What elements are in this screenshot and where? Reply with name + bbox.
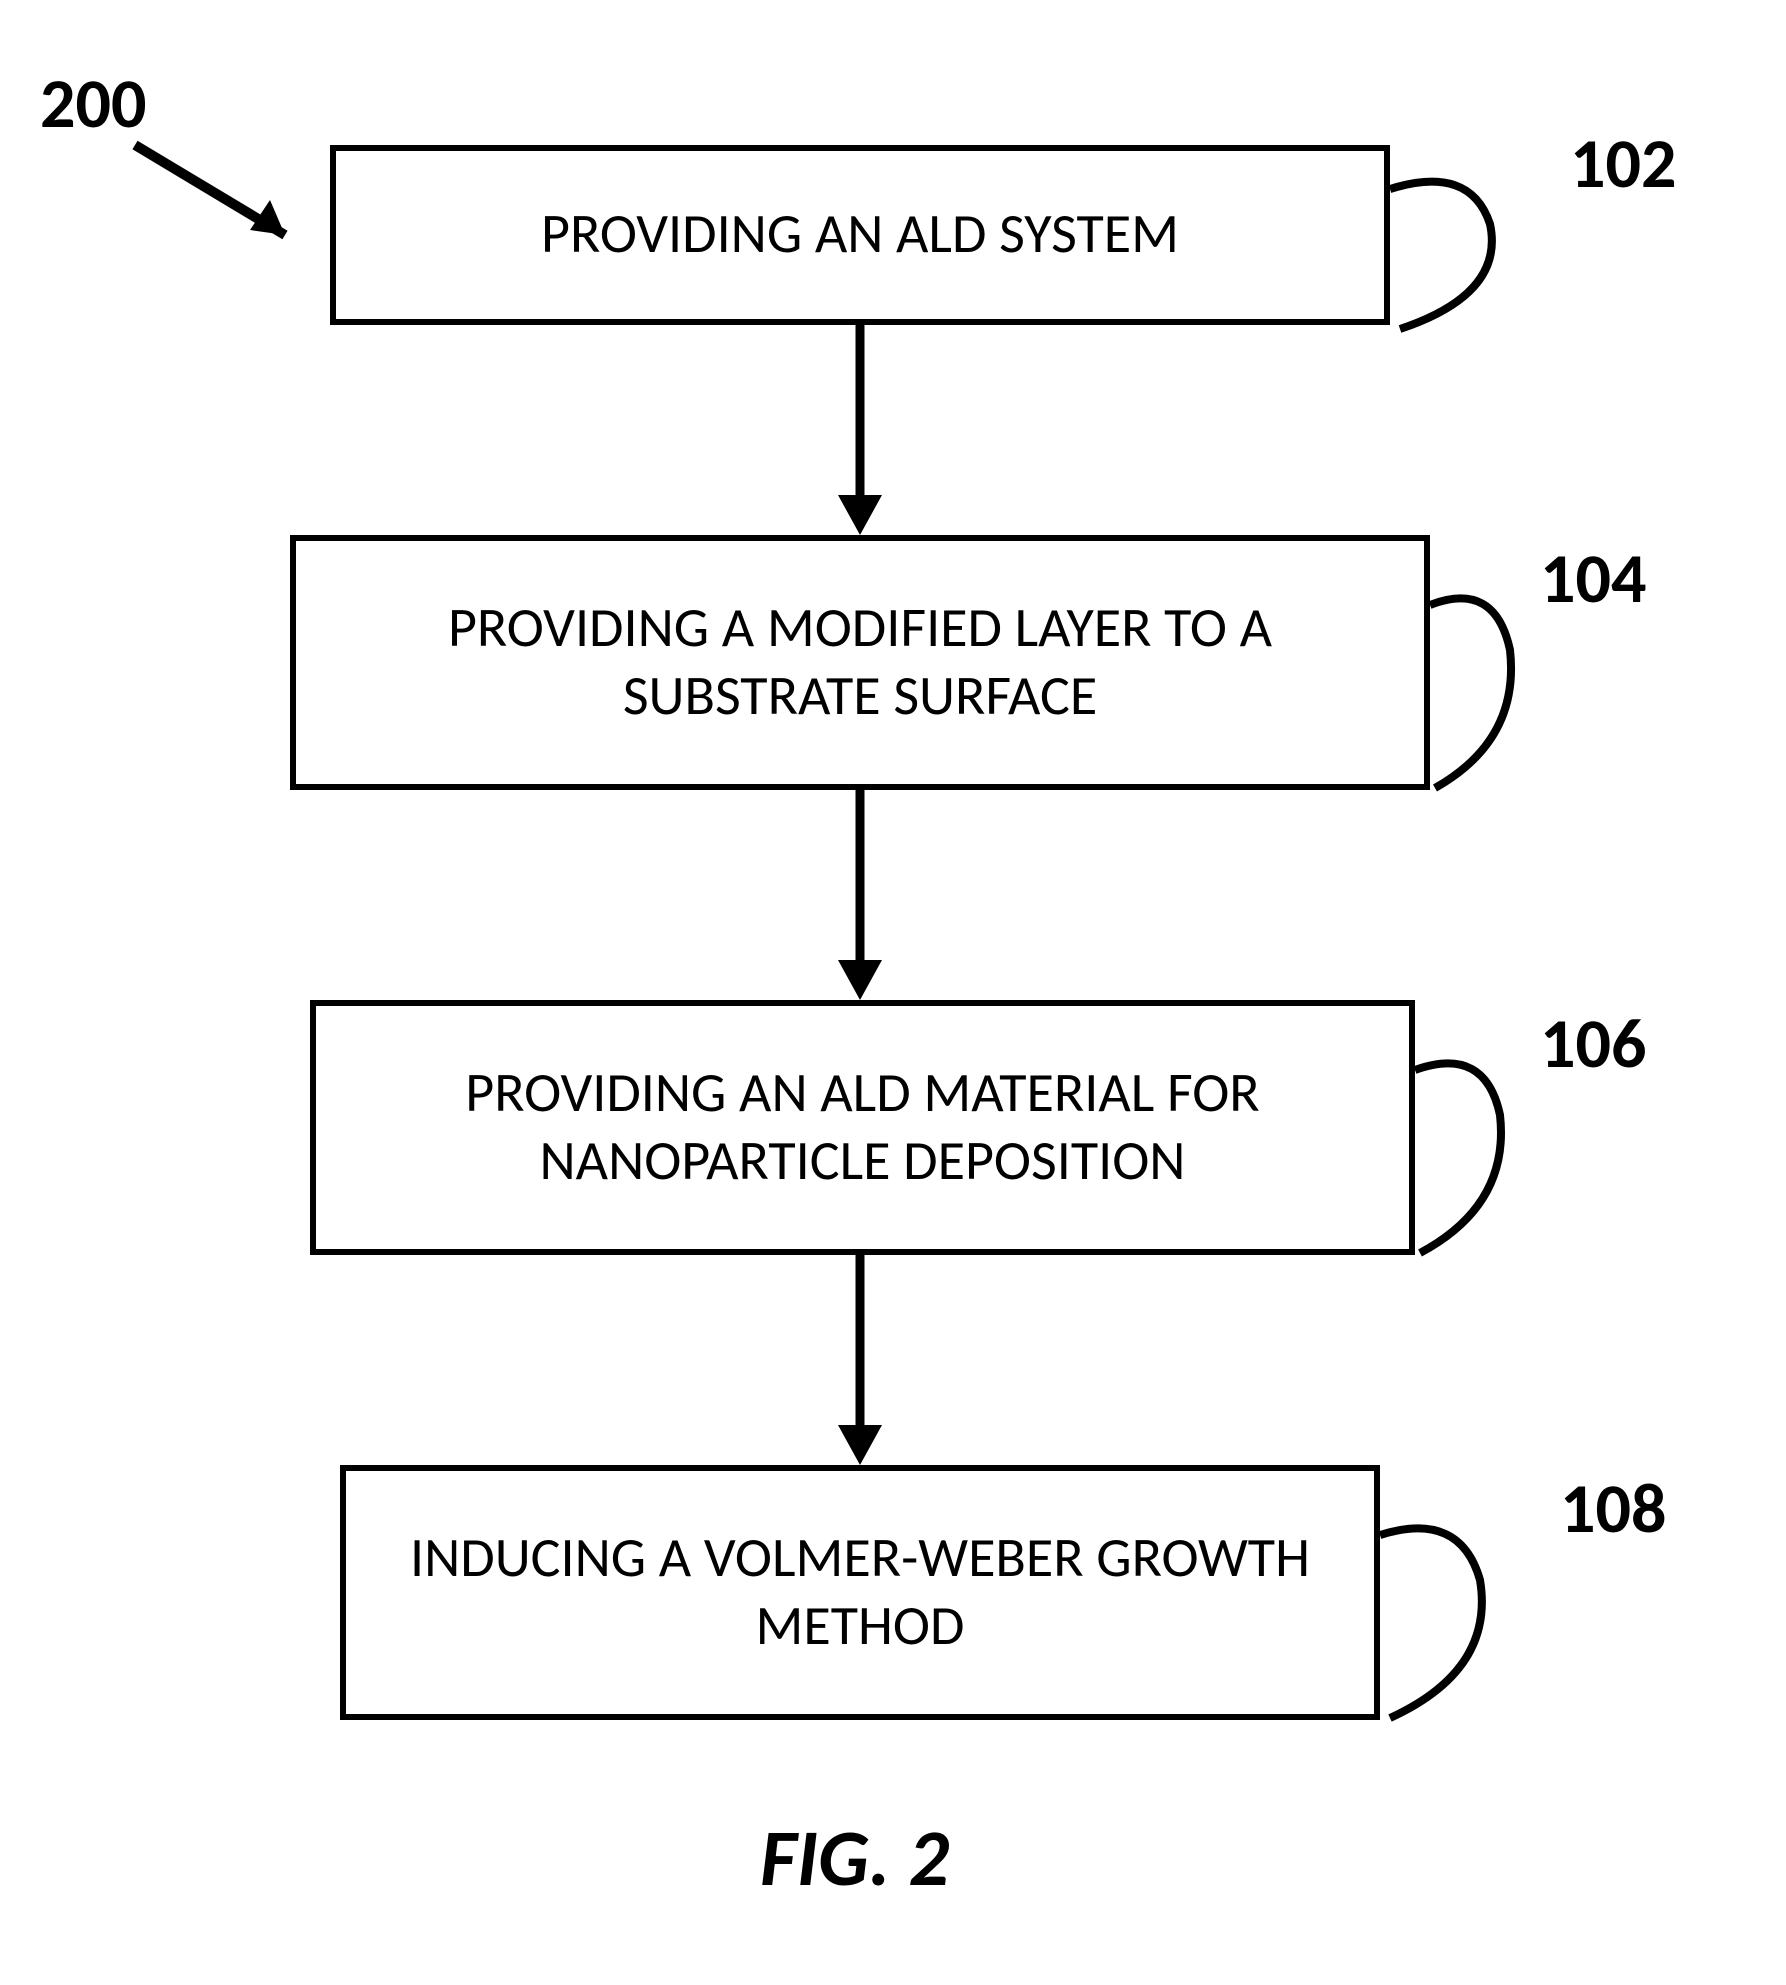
box-2-text: PROVIDING A MODIFIED LAYER TO A SUBSTRAT… bbox=[316, 595, 1404, 729]
box-1-text: PROVIDING AN ALD SYSTEM bbox=[541, 201, 1179, 268]
flowchart-container: 200 PROVIDING AN ALD SYSTEM 102 PROVIDIN… bbox=[0, 0, 1786, 1985]
box-3-number-label: 106 bbox=[1540, 1000, 1646, 1086]
arrow-1-to-2 bbox=[830, 325, 890, 540]
flowchart-box-3: PROVIDING AN ALD MATERIAL FOR NANOPARTIC… bbox=[310, 1000, 1415, 1255]
box-3-connector bbox=[1415, 1045, 1555, 1265]
flowchart-box-2: PROVIDING A MODIFIED LAYER TO A SUBSTRAT… bbox=[290, 535, 1430, 790]
figure-caption: FIG. 2 bbox=[760, 1810, 949, 1907]
diagram-id-arrow bbox=[115, 135, 335, 265]
box-2-connector bbox=[1430, 580, 1560, 800]
box-4-text: INDUCING A VOLMER-WEBER GROWTH METHOD bbox=[366, 1525, 1354, 1659]
box-4-number-label: 108 bbox=[1560, 1465, 1666, 1551]
box-1-connector bbox=[1390, 164, 1580, 344]
flowchart-box-1: PROVIDING AN ALD SYSTEM bbox=[330, 145, 1390, 325]
box-4-connector bbox=[1380, 1510, 1570, 1730]
flowchart-box-4: INDUCING A VOLMER-WEBER GROWTH METHOD bbox=[340, 1465, 1380, 1720]
box-1-number-label: 102 bbox=[1570, 120, 1676, 206]
diagram-id-label: 200 bbox=[40, 60, 146, 146]
box-3-text: PROVIDING AN ALD MATERIAL FOR NANOPARTIC… bbox=[336, 1060, 1389, 1194]
arrow-2-to-3 bbox=[830, 790, 890, 1005]
arrow-3-to-4 bbox=[830, 1255, 890, 1470]
